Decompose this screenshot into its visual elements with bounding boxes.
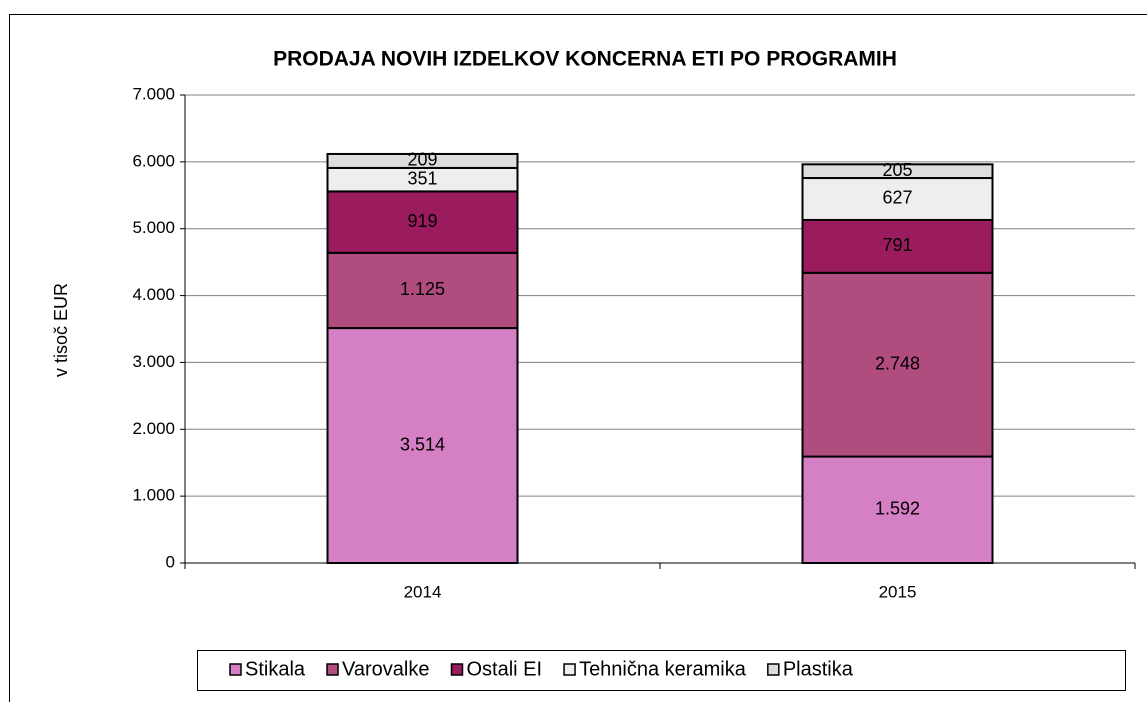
- data-label: 1.592: [875, 499, 920, 519]
- bar-segment: [801, 455, 994, 564]
- data-label: 919: [407, 211, 437, 231]
- y-tick-label: 4.000: [132, 285, 175, 304]
- legend-swatch: [450, 663, 464, 676]
- y-tick-label: 1.000: [132, 486, 175, 505]
- legend-label: Ostali EI: [466, 658, 542, 680]
- data-label: 1.125: [400, 279, 445, 299]
- chart-frame: [9, 14, 1147, 702]
- y-tick-label: 0: [166, 552, 175, 571]
- data-label: 2.748: [875, 353, 920, 373]
- data-label: 205: [882, 160, 912, 180]
- bar-segment: [326, 152, 519, 169]
- data-label: 3.514: [400, 434, 445, 454]
- x-tick-label: 2015: [879, 582, 917, 601]
- legend-swatch: [229, 663, 242, 676]
- legend: [197, 650, 1126, 691]
- x-tick-label: 2014: [404, 582, 442, 601]
- chart-title: PRODAJA NOVIH IZDELKOV KONCERNA ETI PO P…: [273, 48, 897, 71]
- legend-swatch: [767, 663, 780, 676]
- y-tick-label: 5.000: [132, 218, 175, 237]
- bar-segment: [801, 163, 994, 180]
- legend-label: Stikala: [245, 658, 306, 680]
- y-tick-label: 3.000: [132, 352, 175, 371]
- y-tick-label: 6.000: [132, 151, 175, 170]
- legend-label: Tehnična keramika: [579, 658, 747, 680]
- legend-label: Plastika: [783, 658, 854, 680]
- bar-segment: [326, 251, 519, 330]
- y-axis-label: v tisoč EUR: [51, 283, 71, 377]
- legend-swatch: [326, 663, 339, 676]
- legend-label: Varovalke: [342, 658, 429, 680]
- y-tick-label: 7.000: [132, 84, 175, 103]
- y-tick-label: 2.000: [132, 419, 175, 438]
- data-label: 627: [882, 188, 912, 208]
- data-label: 351: [407, 168, 437, 188]
- bar-segment: [326, 190, 519, 254]
- bar-segment: [801, 177, 994, 221]
- bar-segment: [801, 271, 994, 458]
- data-label: 791: [882, 235, 912, 255]
- legend-swatch: [563, 663, 576, 676]
- data-label: 209: [407, 150, 437, 170]
- bar-segment: [801, 218, 994, 274]
